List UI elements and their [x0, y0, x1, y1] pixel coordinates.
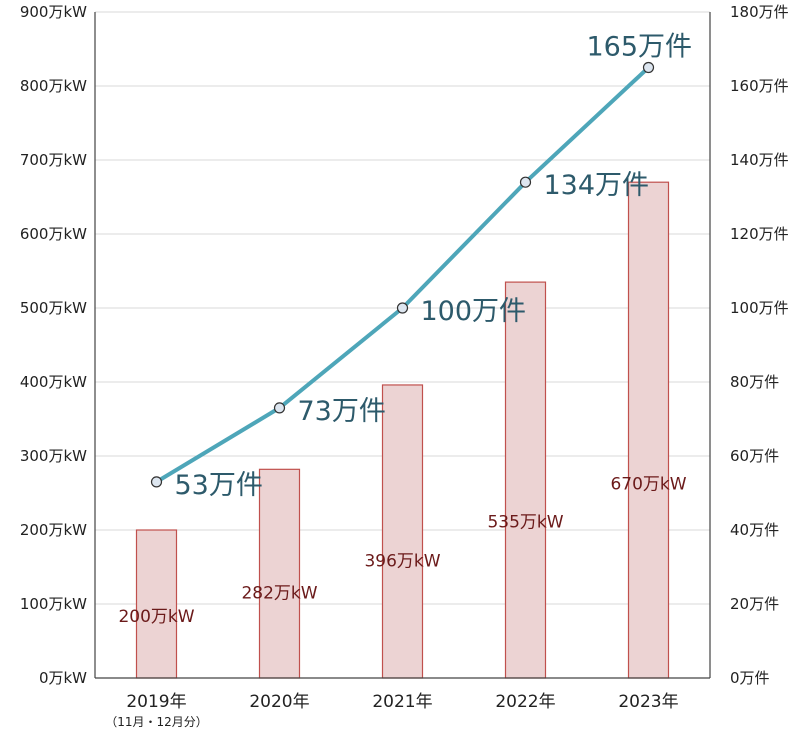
left-tick-label: 800万kW: [20, 77, 87, 95]
bar: [258, 468, 301, 679]
line-marker: [273, 402, 286, 414]
right-tick-label: 40万件: [730, 521, 779, 539]
bar: [627, 181, 670, 679]
line-value-label: 134万件: [544, 170, 650, 201]
right-axis-ticks: 0万件 20万件 40万件 60万件 80万件 100万件 120万件 140万件 160万件 1…: [730, 3, 789, 687]
right-tick-label: 100万件: [730, 299, 789, 317]
right-tick-label: 180万件: [730, 3, 789, 21]
bar-value-label: 396万kW: [364, 552, 440, 572]
right-tick-label: 0万件: [730, 669, 770, 687]
line-labels: 53万件 73万件 100万件 134万件 165万件: [175, 32, 693, 501]
category-labels: 2019年 （11月・12月分） 2020年 2021年 2022年 2023年: [105, 692, 678, 729]
line-value-label: 73万件: [298, 396, 386, 427]
line-series: [150, 61, 655, 488]
axes: [94, 12, 711, 679]
left-tick-label: 100万kW: [20, 595, 87, 613]
line-value-label: 53万件: [175, 470, 263, 501]
bar: [135, 529, 178, 679]
right-tick-label: 140万件: [730, 151, 789, 169]
bar: [381, 384, 424, 679]
line-marker: [396, 302, 409, 314]
bar-value-label: 282万kW: [241, 584, 317, 604]
bar: [504, 281, 547, 679]
left-tick-label: 500万kW: [20, 299, 87, 317]
right-tick-label: 20万件: [730, 595, 779, 613]
right-tick-label: 60万件: [730, 447, 779, 465]
category-label: 2020年: [249, 692, 309, 712]
right-tick-label: 120万件: [730, 225, 789, 243]
line-marker: [519, 176, 532, 188]
line-value-label: 165万件: [587, 32, 693, 63]
bar-value-label: 535万kW: [487, 513, 563, 533]
bar-value-label: 670万kW: [610, 475, 686, 495]
bar-labels: 200万kW 282万kW 396万kW 535万kW 670万kW: [118, 475, 686, 627]
bar-series: [135, 181, 670, 679]
bar-value-label: 200万kW: [118, 607, 194, 627]
left-tick-label: 300万kW: [20, 447, 87, 465]
left-tick-label: 0万kW: [39, 669, 87, 687]
line-marker: [642, 61, 655, 74]
category-label: 2022年: [495, 692, 555, 712]
left-tick-label: 400万kW: [20, 373, 87, 391]
category-label: 2021年: [372, 692, 432, 712]
line-value-label: 100万件: [421, 296, 527, 327]
right-tick-label: 160万件: [730, 77, 789, 95]
category-label: 2023年: [618, 692, 678, 712]
left-axis-ticks: 0万kW 100万kW 200万kW 300万kW 400万kW 500万kW 600万kW…: [20, 3, 87, 687]
left-tick-label: 200万kW: [20, 521, 87, 539]
left-tick-label: 900万kW: [20, 3, 87, 21]
line-marker: [150, 476, 163, 488]
category-label: 2019年: [126, 692, 186, 712]
left-tick-label: 600万kW: [20, 225, 87, 243]
left-tick-label: 700万kW: [20, 151, 87, 169]
category-note: （11月・12月分）: [105, 715, 208, 729]
right-tick-label: 80万件: [730, 373, 779, 391]
